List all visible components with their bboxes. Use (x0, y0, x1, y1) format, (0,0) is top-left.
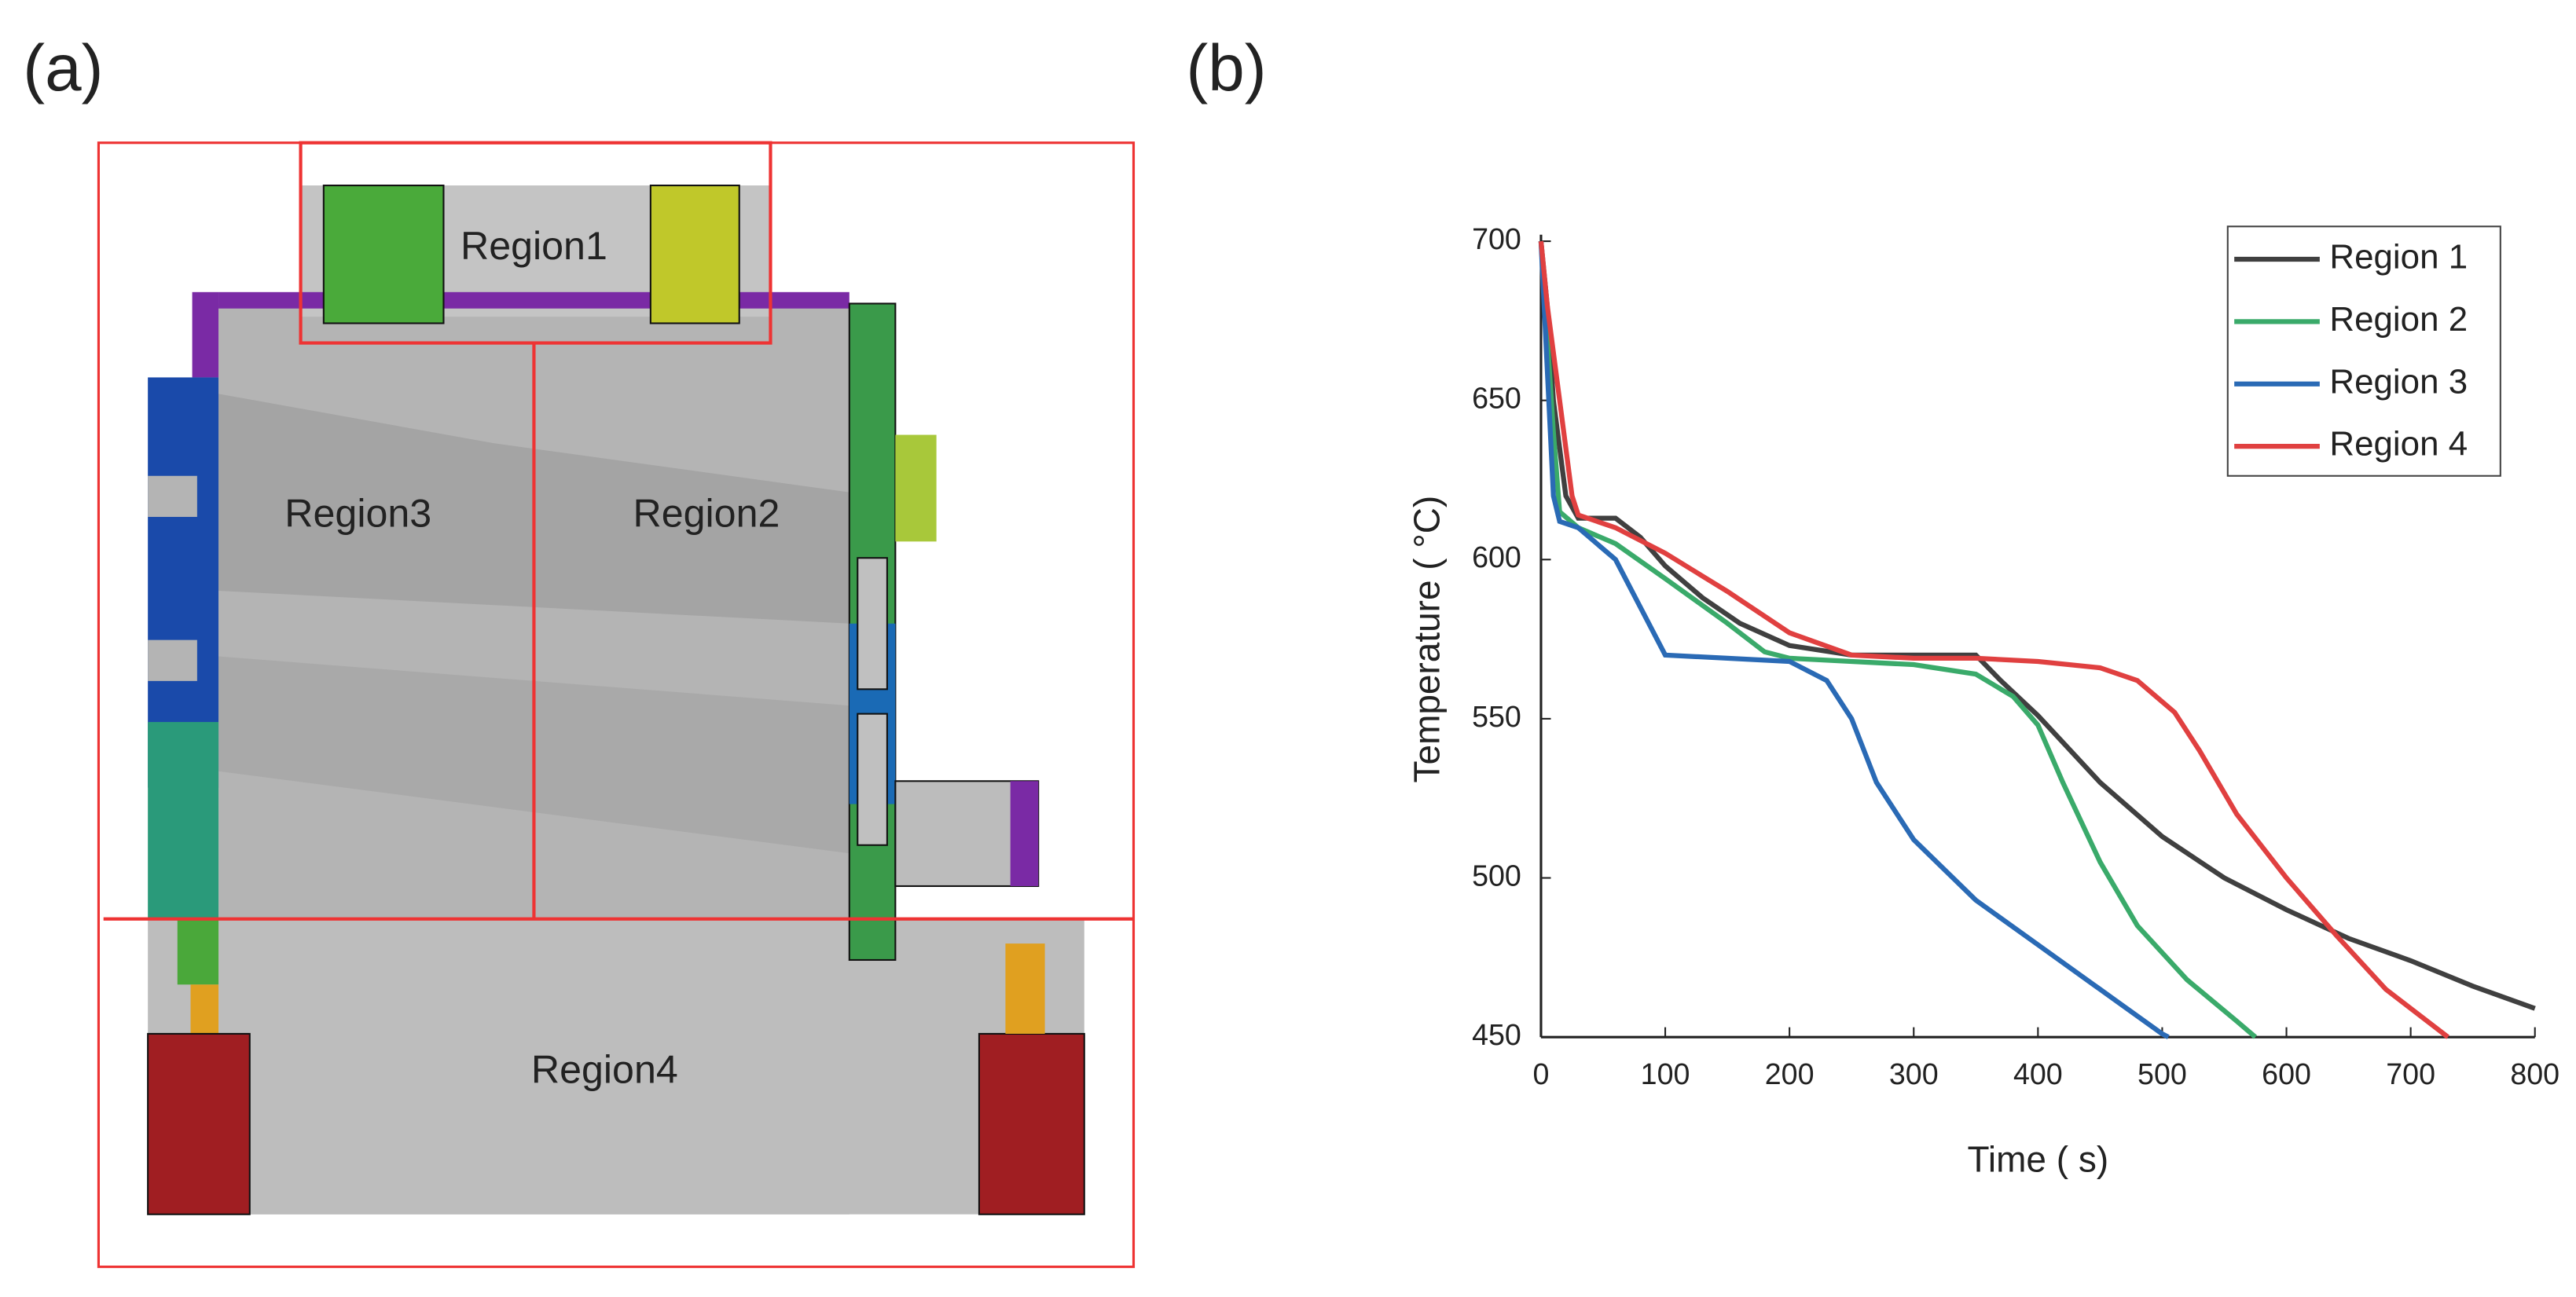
top-block (322, 184, 445, 324)
x-tick-label: 600 (2262, 1057, 2311, 1090)
x-tick-label: 700 (2386, 1057, 2435, 1090)
y-tick-label: 600 (1472, 540, 1521, 573)
slot (857, 713, 888, 846)
wall (1005, 943, 1045, 1034)
x-tick-label: 0 (1532, 1057, 1549, 1090)
x-tick-label: 800 (2510, 1057, 2559, 1090)
y-tick-label: 700 (1472, 222, 1521, 255)
panel-label: (a) (23, 31, 103, 104)
legend-label: Region 1 (2329, 238, 2468, 277)
y-tick-label: 500 (1472, 859, 1521, 892)
wall (895, 434, 937, 542)
y-tick-label: 450 (1472, 1018, 1521, 1051)
x-tick-label: 500 (2137, 1057, 2187, 1090)
y-tick-label: 650 (1472, 382, 1521, 415)
wall (148, 722, 219, 919)
slot (857, 557, 888, 691)
wall (1010, 781, 1039, 886)
wall (218, 291, 849, 309)
series-line (1538, 240, 2258, 1039)
legend-label: Region 3 (2329, 362, 2468, 401)
y-axis-label: Temperature ( °C) (1406, 496, 1447, 783)
region-label: Region3 (284, 492, 431, 536)
wall (148, 377, 219, 788)
legend-label: Region 4 (2329, 425, 2468, 463)
slot (148, 639, 197, 681)
series-line (1538, 240, 2449, 1039)
series-line (1538, 240, 2170, 1039)
body-bottom (148, 918, 1084, 1215)
wall (177, 918, 219, 985)
region-label: Region1 (461, 224, 607, 268)
simulation-diagram: Region1 Region3 Region2 Region4 (97, 141, 1136, 1269)
x-tick-label: 200 (1765, 1057, 1815, 1090)
top-block (649, 184, 740, 324)
slot (148, 475, 197, 517)
legend-box (2226, 225, 2501, 477)
base-block (978, 1032, 1085, 1215)
wall (192, 291, 219, 378)
legend-label: Region 2 (2329, 300, 2468, 339)
x-tick-label: 300 (1889, 1057, 1939, 1090)
x-tick-label: 400 (2013, 1057, 2063, 1090)
y-tick-label: 550 (1472, 700, 1521, 733)
region-label: Region2 (633, 492, 780, 536)
x-axis-label: Time ( s) (1968, 1138, 2109, 1179)
region-label: Region4 (531, 1048, 678, 1092)
wall (190, 984, 219, 1034)
base-block (147, 1032, 251, 1215)
panel-label: (b) (1186, 31, 1266, 104)
x-tick-label: 100 (1641, 1057, 1690, 1090)
